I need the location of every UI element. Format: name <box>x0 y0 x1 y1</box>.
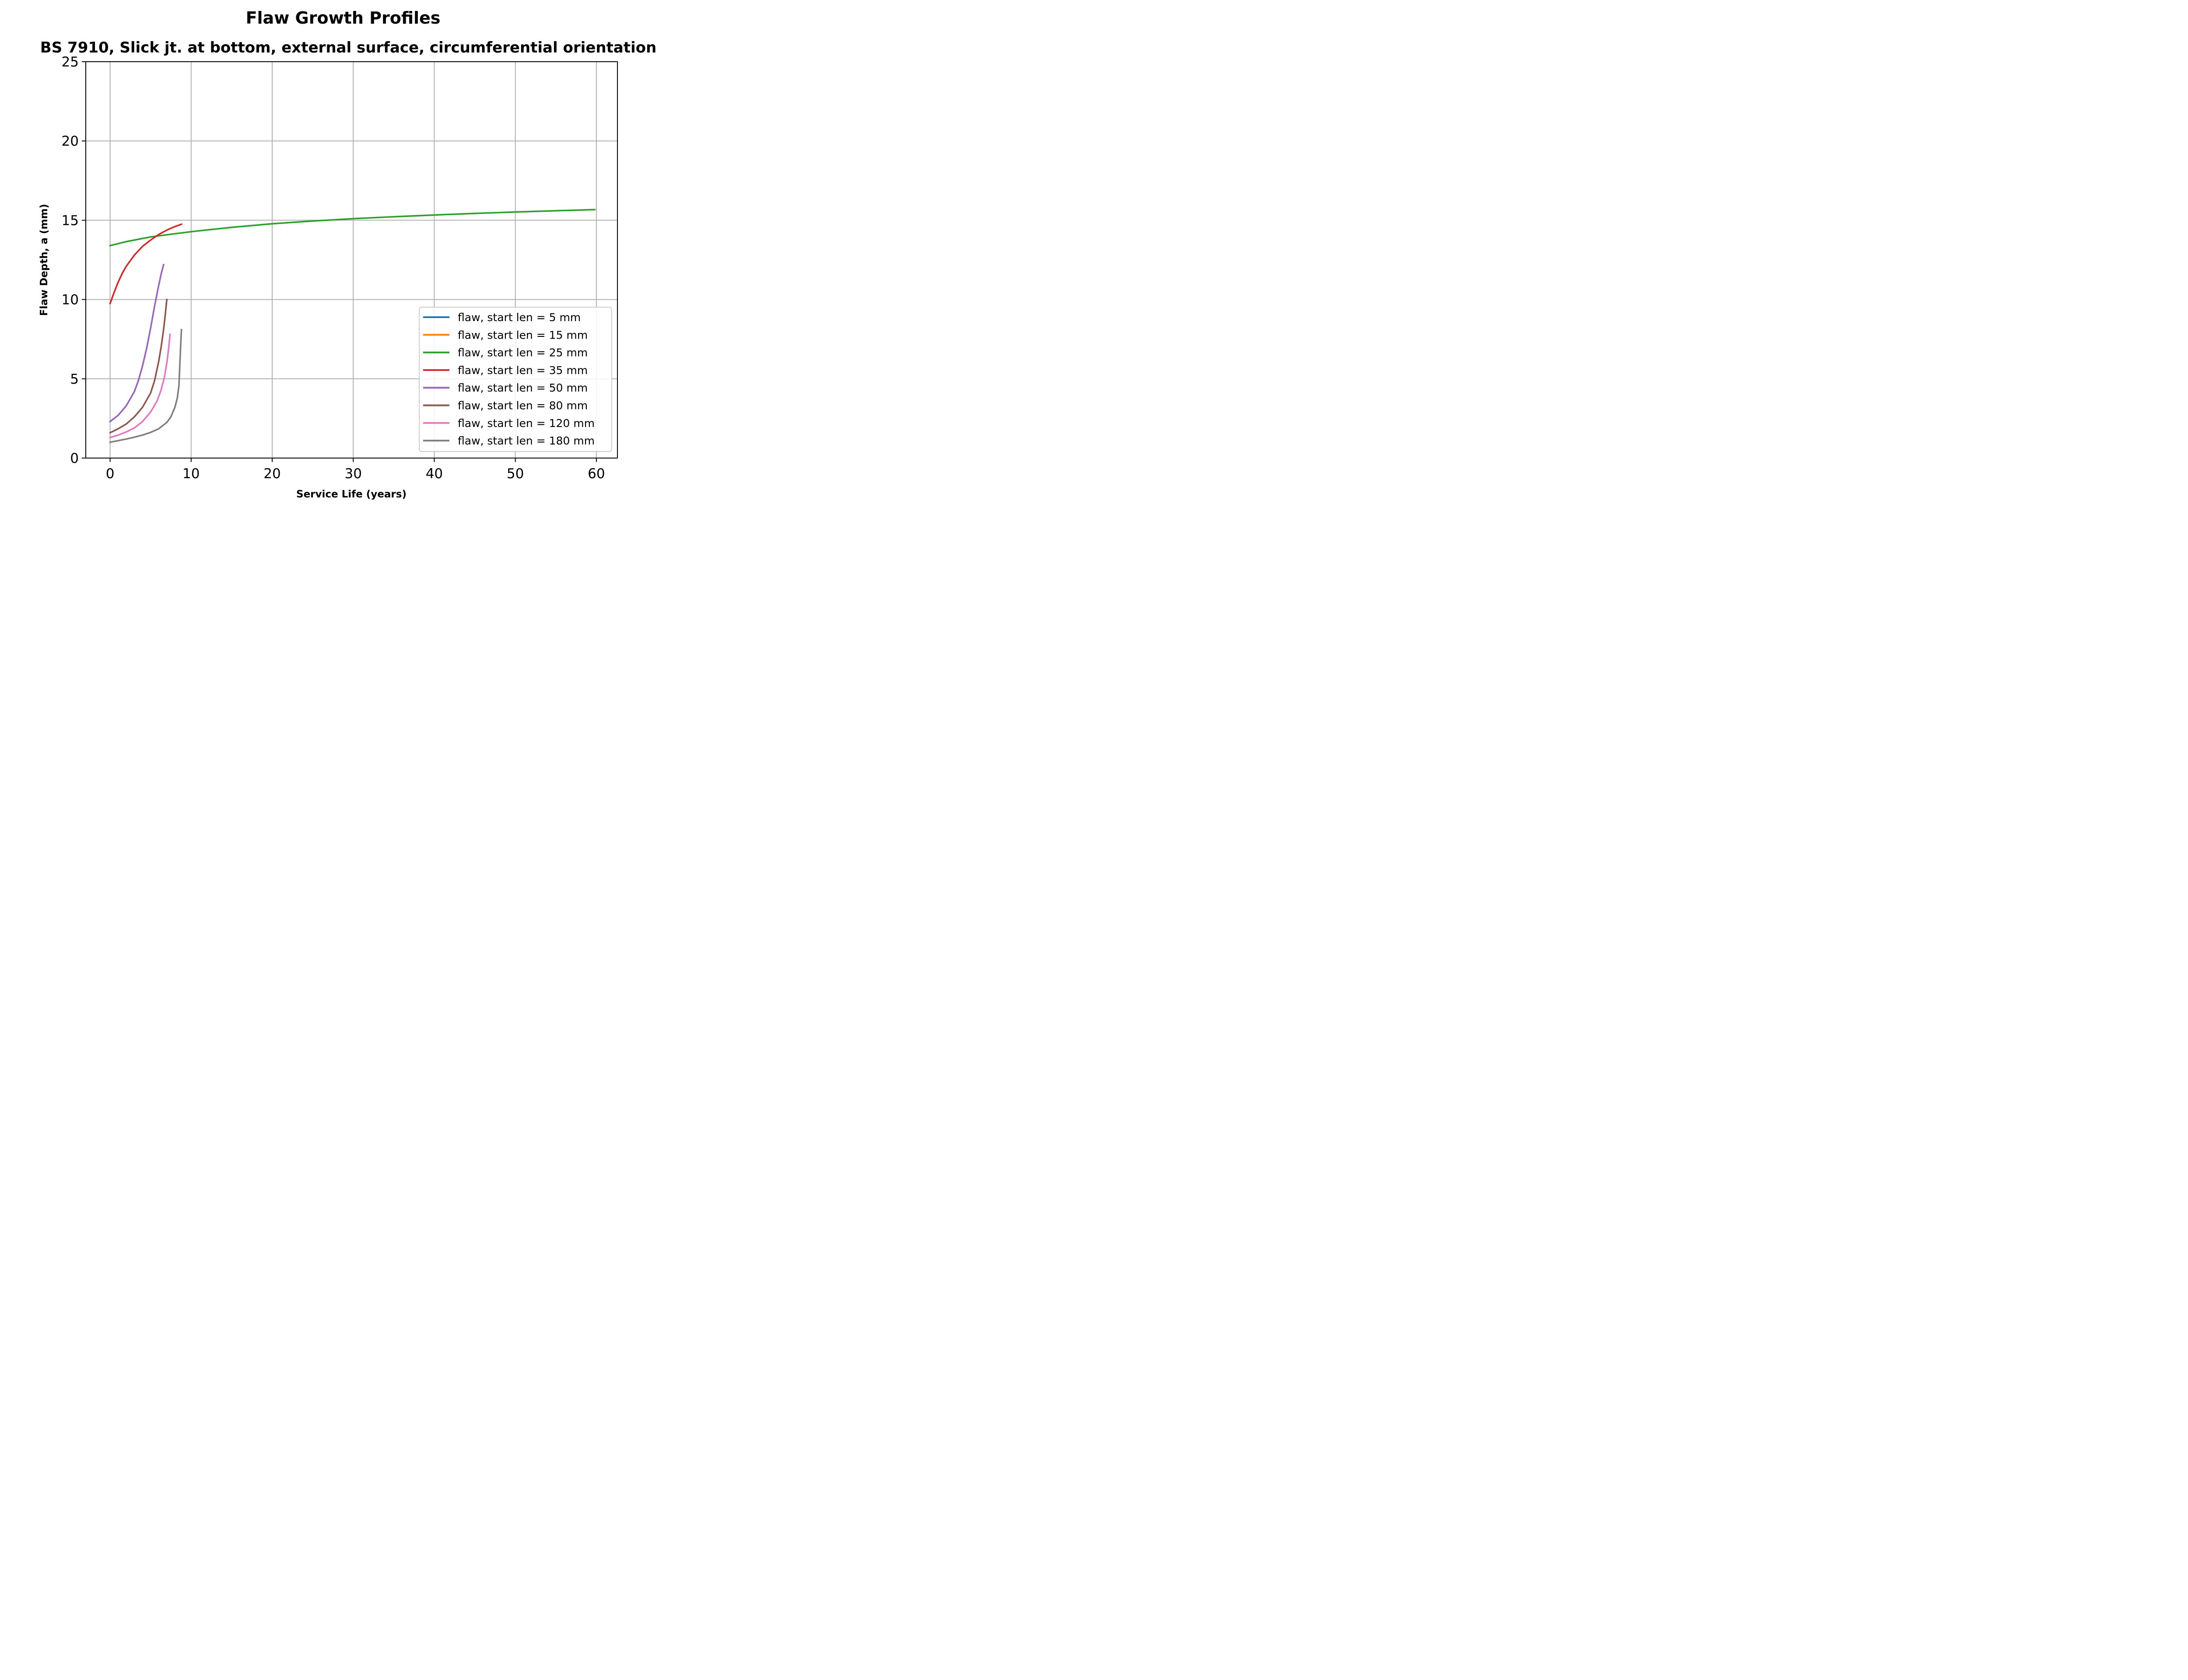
y-tick-label: 10 <box>62 292 79 308</box>
legend: flaw, start len = 5 mm flaw, start len = … <box>419 307 612 452</box>
x-tick-label: 10 <box>182 466 200 482</box>
legend-label: flaw, start len = 180 mm <box>458 434 595 447</box>
y-tick-label: 20 <box>62 133 79 149</box>
y-tick-label: 5 <box>70 371 79 387</box>
y-tick-label: 0 <box>70 451 79 466</box>
x-tick-label: 50 <box>507 466 524 482</box>
x-tick-label: 30 <box>344 466 361 482</box>
legend-label: flaw, start len = 5 mm <box>458 311 581 324</box>
plot-lines <box>109 209 596 443</box>
legend-label: flaw, start len = 50 mm <box>458 382 588 394</box>
legend-label: flaw, start len = 80 mm <box>458 399 588 412</box>
series-line-4 <box>109 263 165 423</box>
legend-label: flaw, start len = 120 mm <box>458 417 595 430</box>
x-tick-label: 20 <box>263 466 281 482</box>
x-tick-label: 0 <box>106 466 115 482</box>
series-line-3 <box>109 223 182 305</box>
legend-items: flaw, start len = 5 mm flaw, start len = … <box>423 311 595 447</box>
chart-subtitle: BS 7910, Slick jt. at bottom, external s… <box>40 39 656 56</box>
plot-frame <box>85 61 618 458</box>
y-tick-label: 25 <box>62 54 79 70</box>
x-tick-label: 40 <box>426 466 443 482</box>
x-tick-label: 60 <box>588 466 605 482</box>
series-line-7 <box>109 329 182 443</box>
chart: Flaw Growth Profiles BS 7910, Slick jt. … <box>0 0 686 514</box>
x-axis-label: Service Life (years) <box>296 489 407 500</box>
series-line-6 <box>109 333 171 439</box>
y-axis-label: Flaw Depth, a (mm) <box>39 204 50 316</box>
legend-label: flaw, start len = 35 mm <box>458 364 588 377</box>
legend-label: flaw, start len = 25 mm <box>458 346 588 359</box>
y-tick-label: 15 <box>62 213 79 228</box>
chart-title: Flaw Growth Profiles <box>246 8 441 28</box>
chart-svg: Flaw Growth Profiles BS 7910, Slick jt. … <box>0 0 686 514</box>
legend-frame <box>419 307 612 452</box>
axis-ticks: 0 10 20 30 40 50 60 0 5 10 15 20 25 <box>62 54 605 482</box>
series-line-5 <box>109 298 168 434</box>
legend-label: flaw, start len = 15 mm <box>458 329 588 341</box>
